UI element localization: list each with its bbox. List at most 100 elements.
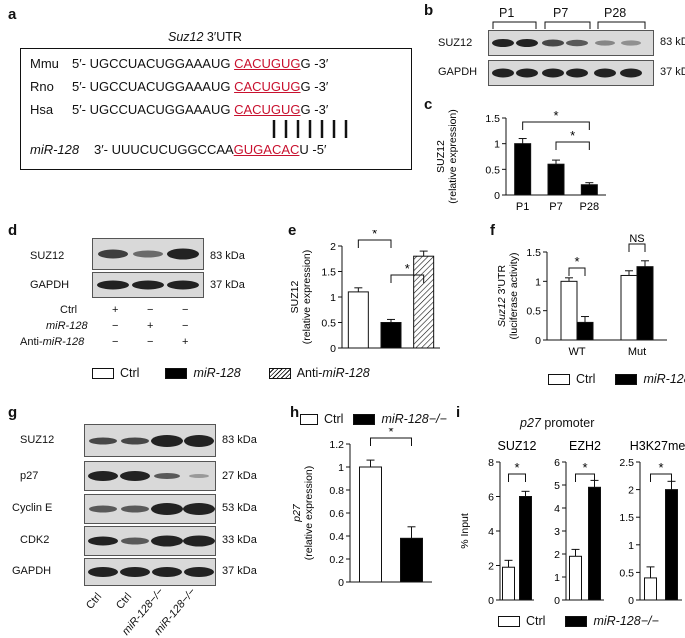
y-tick-label: 1.5 bbox=[619, 512, 634, 524]
x-tick-label: WT bbox=[568, 346, 585, 358]
blot-d-gapdh-strip bbox=[92, 272, 204, 298]
y-tick-label: 0 bbox=[494, 190, 500, 202]
legend-ctrl-label: Ctrl bbox=[324, 412, 344, 426]
legend-swatch-ctrl bbox=[300, 413, 318, 425]
chart-e: 0 0.5 1 1.5 2 SUZ12(relative expression) * * bbox=[290, 230, 440, 355]
blot-d-label-suz12: SUZ12 bbox=[30, 250, 65, 262]
legend-swatch-mir bbox=[165, 367, 188, 379]
legend-swatch-ko bbox=[565, 615, 588, 627]
cond-label-ctrl: Ctrl bbox=[60, 304, 78, 316]
legend-ko-label: miR-128−/− bbox=[593, 614, 659, 628]
lane-label: Ctrl bbox=[114, 590, 135, 612]
panel-label-i: i bbox=[456, 404, 461, 421]
chart-i-subplot: 0 0.5 1 1.5 2 2.5 H3K27me3 * bbox=[619, 439, 685, 607]
mark: + bbox=[147, 320, 154, 332]
y-tick-label: 8 bbox=[488, 457, 494, 469]
blot-d-size-gapdh: 37 kDa bbox=[210, 279, 245, 291]
mark: − bbox=[147, 336, 154, 348]
blot-b-label-gapdh: GAPDH bbox=[438, 66, 478, 78]
significance-bracket bbox=[508, 473, 526, 482]
y-tick-label: 0.4 bbox=[329, 531, 344, 543]
blot-g-size-p27: 27 kDa bbox=[222, 470, 257, 482]
y-tick-label: 0.5 bbox=[485, 164, 500, 176]
seq-row-hsa: Hsa 5′- UGCCUACUGGAAAUG CACUGUGG -3′ bbox=[30, 102, 329, 117]
alignment-box bbox=[20, 48, 412, 170]
y-tick-label: 0.6 bbox=[329, 508, 344, 520]
seq-row-mmu: Mmu 5′- UGCCUACUGGAAAUG CACUGUGG -3′ bbox=[30, 56, 329, 71]
mark: + bbox=[112, 304, 119, 316]
chart-i-subplot: 0 1 2 3 4 5 6 EZH2 * bbox=[554, 439, 604, 607]
bar bbox=[400, 537, 423, 583]
legend-swatch-ctrl bbox=[498, 615, 520, 627]
blot-d-size-suz12: 83 kDa bbox=[210, 250, 245, 262]
significance-label: * bbox=[582, 460, 587, 475]
chart-c: 0 0.5 1 1.5 P1 P7 P28 SUZ12(relative expression… bbox=[436, 108, 606, 213]
y-tick-label: 0 bbox=[338, 577, 344, 589]
significance-label: NS bbox=[629, 233, 644, 245]
legend-i: Ctrl miR-128−/− bbox=[498, 614, 659, 628]
significance-bracket bbox=[522, 121, 590, 130]
seq-row-mirna: miR-128 3′- UUUCUCUGGCCAAGUGACACU -5′ bbox=[30, 142, 327, 157]
bar bbox=[547, 163, 565, 196]
bar bbox=[347, 291, 369, 349]
significance-label: * bbox=[514, 460, 519, 475]
x-tick-label: Mut bbox=[628, 346, 646, 358]
blot-g-label-suz12: SUZ12 bbox=[20, 434, 55, 446]
cond-label-anti: Anti-miR-128 bbox=[20, 336, 85, 348]
panel-label-c: c bbox=[424, 96, 433, 113]
legend-f: Ctrl miR-128 bbox=[548, 372, 685, 386]
panel-label-f: f bbox=[490, 222, 495, 239]
blot-b-suz12-strip bbox=[488, 30, 654, 56]
y-tick-label: 1.5 bbox=[485, 113, 500, 125]
y-tick-label: 2.5 bbox=[619, 457, 634, 469]
y-tick-label: 0 bbox=[628, 595, 634, 607]
bar bbox=[576, 321, 594, 341]
lane-label: Ctrl bbox=[84, 590, 105, 612]
blot-g-size-suz12: 83 kDa bbox=[222, 434, 257, 446]
cond-label-mir128: miR-128 bbox=[46, 320, 88, 332]
y-tick-label: 1.5 bbox=[321, 267, 336, 279]
blot-g-suz12-strip bbox=[84, 424, 216, 457]
x-tick-label: P1 bbox=[516, 201, 529, 213]
utr-title: Suz12 3′UTR bbox=[168, 30, 242, 44]
y-tick-label: 1 bbox=[628, 540, 634, 552]
significance-bracket bbox=[390, 274, 425, 283]
y-axis-label: p27(relative expression) bbox=[292, 466, 315, 561]
legend-ko-label: miR-128−/− bbox=[381, 412, 447, 426]
panel-title: H3K27me3 bbox=[630, 439, 685, 453]
legend-mir-label: miR-128 bbox=[193, 366, 241, 380]
legend-swatch-mir bbox=[615, 373, 638, 385]
mark: + bbox=[182, 336, 189, 348]
bar bbox=[519, 496, 532, 601]
mark: − bbox=[182, 320, 189, 332]
bar bbox=[413, 255, 435, 349]
blot-b-brackets bbox=[492, 21, 646, 29]
y-tick-label: 2 bbox=[554, 549, 560, 561]
significance-bracket bbox=[568, 267, 586, 276]
significance-label: * bbox=[553, 108, 558, 123]
panel-title: SUZ12 bbox=[498, 439, 537, 453]
significance-label: * bbox=[658, 460, 663, 475]
bar bbox=[569, 555, 582, 601]
bar bbox=[359, 466, 382, 583]
legend-ctrl-label: Ctrl bbox=[576, 372, 596, 386]
panel-label-b: b bbox=[424, 2, 434, 19]
bar bbox=[665, 489, 678, 601]
bar bbox=[620, 274, 638, 341]
seq-row-rno: Rno 5′- UGCCUACUGGAAAUG CACUGUGG -3′ bbox=[30, 79, 329, 94]
legend-swatch-ctrl bbox=[92, 367, 114, 379]
legend-ctrl-label: Ctrl bbox=[526, 614, 546, 628]
y-tick-label: 0 bbox=[488, 595, 494, 607]
blot-g-label-cdk2: CDK2 bbox=[20, 534, 50, 546]
chart-i: 0 2 4 6 8 % Input SUZ12 * 0 1 2 3 4 5 6 EZH2 * 0 0.5 1 1.5 2 2… bbox=[460, 439, 685, 607]
y-tick-label: 1.2 bbox=[329, 439, 344, 451]
y-tick-label: 0 bbox=[535, 335, 541, 347]
y-tick-label: 2 bbox=[628, 485, 634, 497]
blot-g-cdk2-strip bbox=[84, 526, 216, 556]
y-tick-label: 0.8 bbox=[329, 485, 344, 497]
bar bbox=[588, 486, 601, 601]
blot-b-size-gapdh: 37 kDa bbox=[660, 66, 685, 78]
y-tick-label: 3 bbox=[554, 526, 560, 538]
significance-label: * bbox=[388, 428, 393, 439]
legend-swatch-anti bbox=[268, 367, 291, 379]
